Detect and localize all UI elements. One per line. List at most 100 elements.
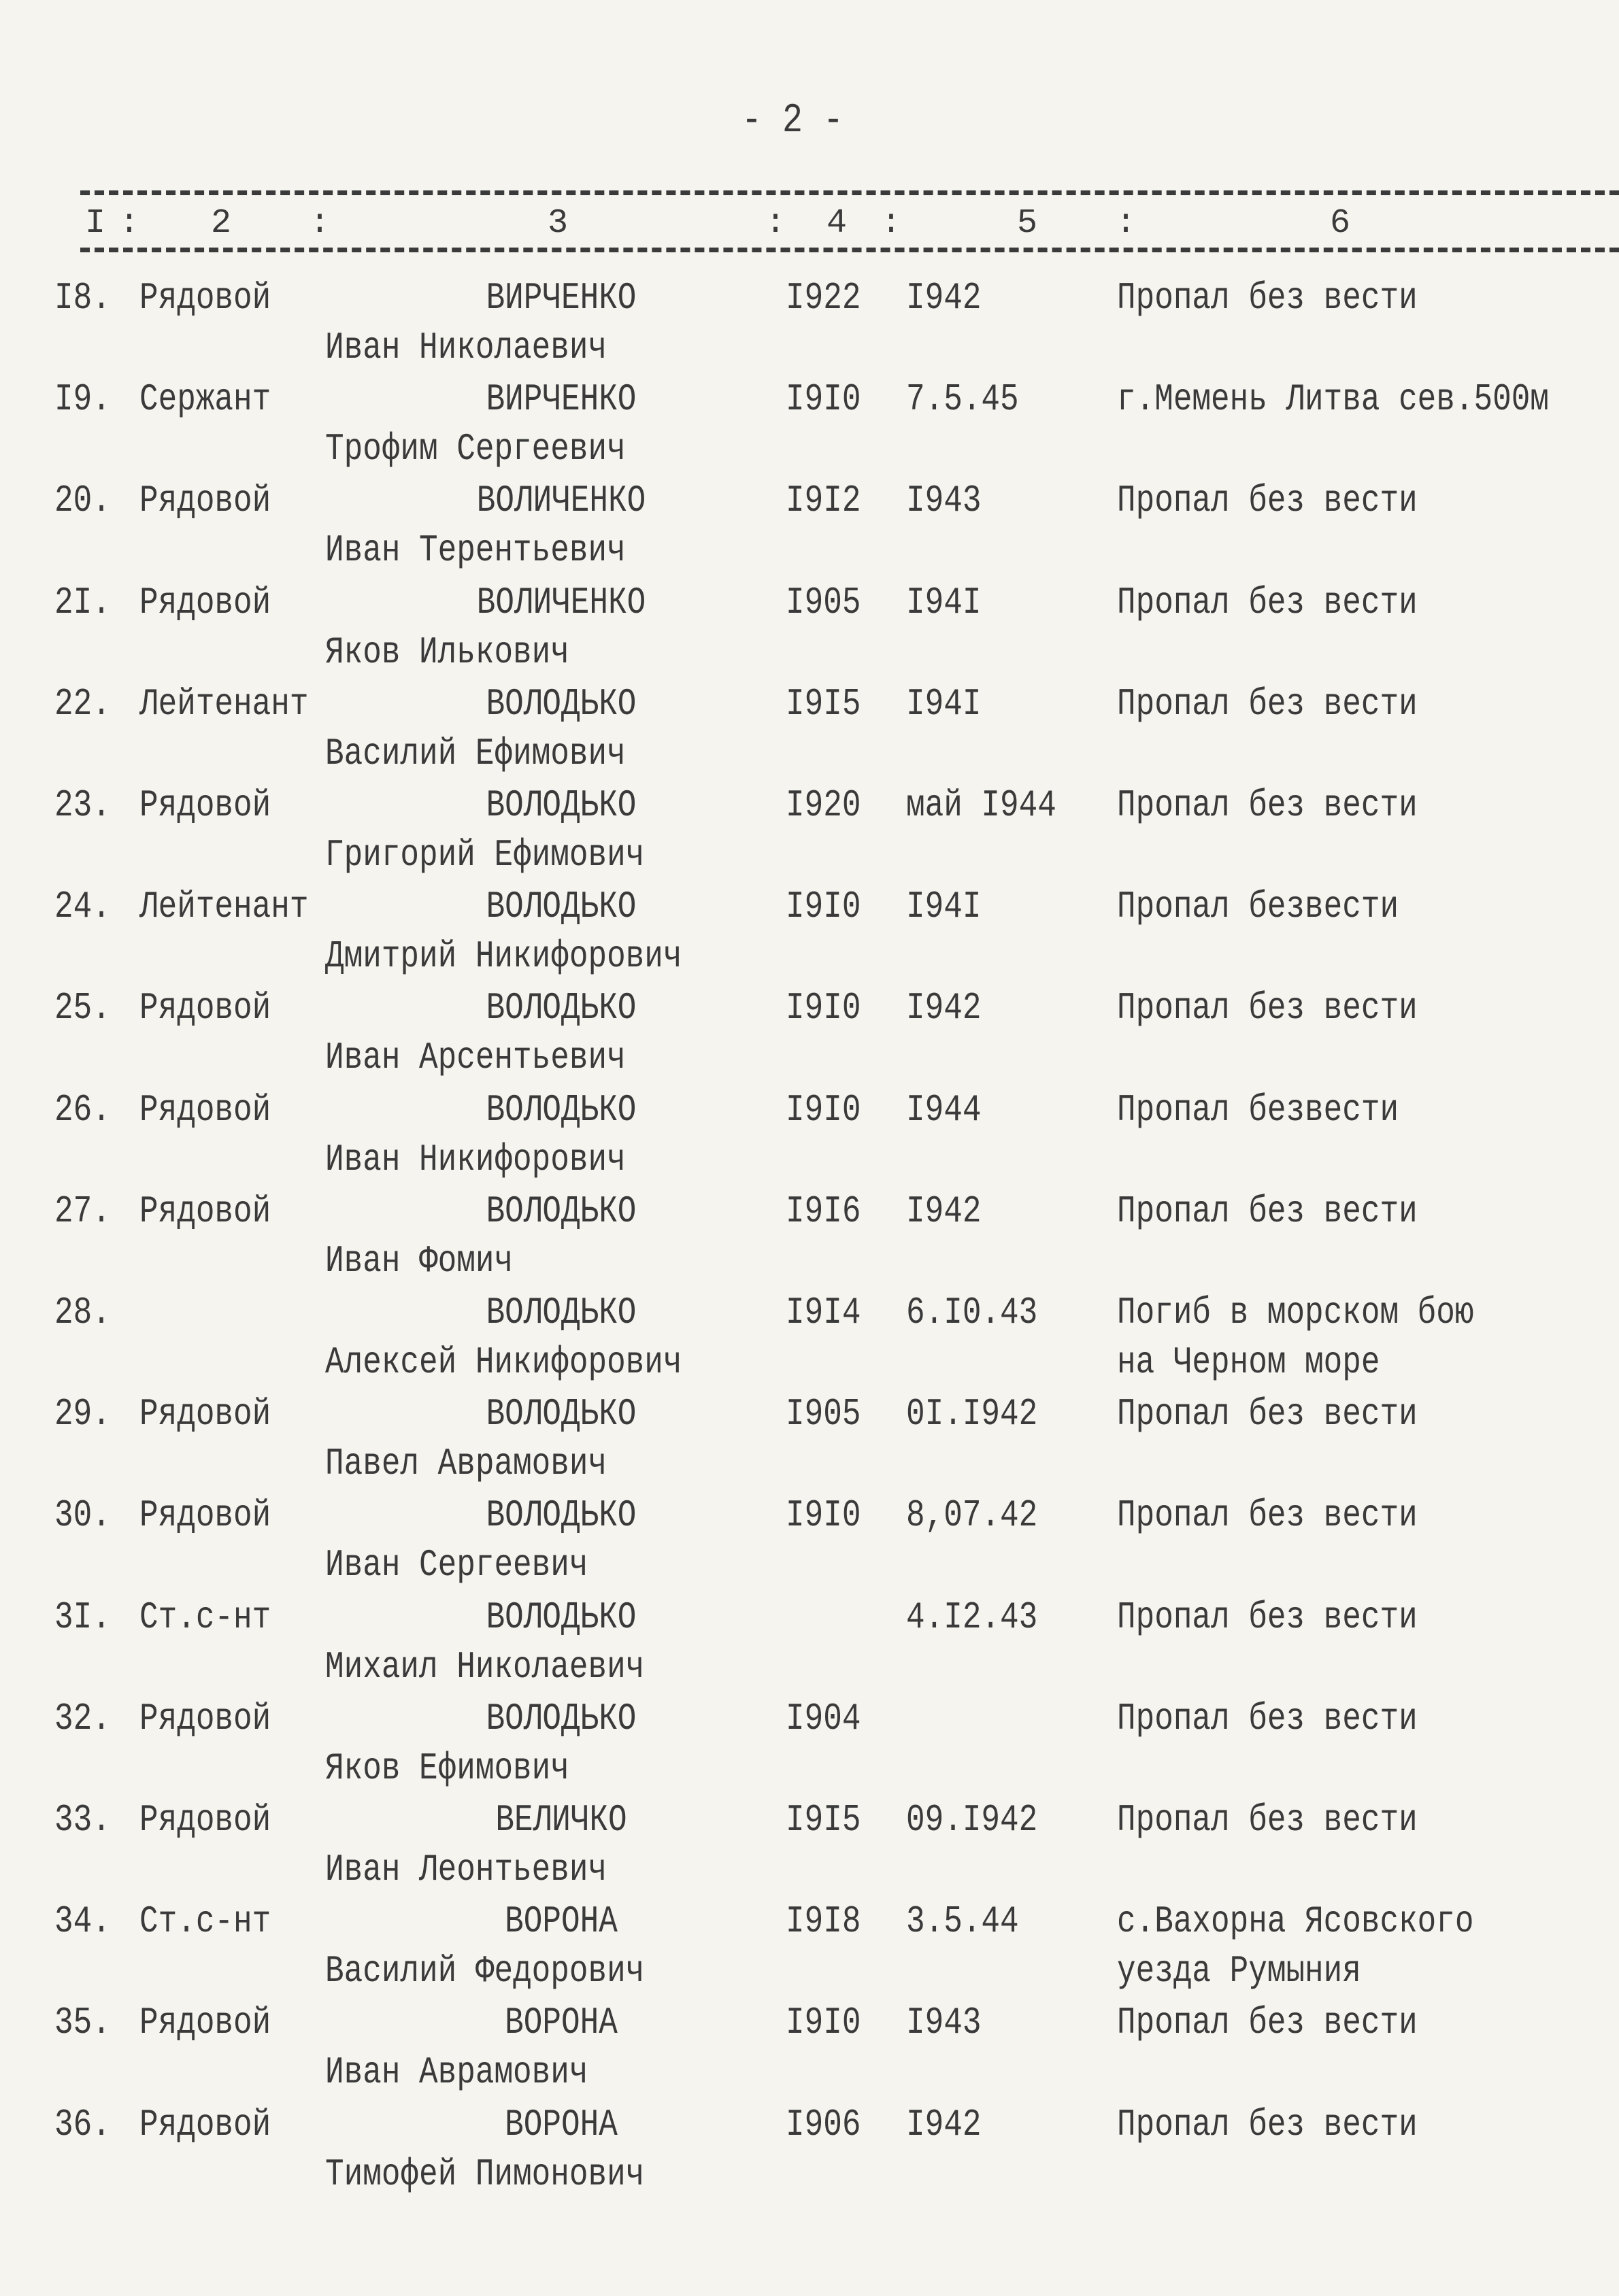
given-name-patronymic: Василий Ефимович (325, 732, 626, 775)
row-number: 33. (54, 1799, 111, 1842)
rank: Рядовой (139, 784, 271, 827)
rank: Рядовой (139, 1088, 271, 1132)
surname: ВОРОНА (505, 2002, 618, 2045)
row-number: I8. (54, 277, 111, 320)
rank: Рядовой (139, 479, 271, 523)
given-name-patronymic: Иван Арсентьевич (325, 1036, 626, 1080)
given-name-patronymic: Иван Терентьевич (325, 529, 626, 573)
surname: ВОЛОДЬКО (486, 987, 637, 1030)
rank: Сержант (139, 378, 271, 421)
row-number: 26. (54, 1088, 111, 1132)
page-number: - 2 - (741, 97, 844, 145)
surname: ВОЛОДЬКО (486, 1190, 637, 1233)
date: май I944 (906, 784, 1056, 827)
birth-year: I905 (786, 1393, 861, 1436)
fate-note: Пропал безвести (1117, 885, 1399, 928)
rank: Рядовой (139, 987, 271, 1030)
fate-note: г.Мемень Литва сев.500м (1117, 378, 1549, 421)
surname: ВОЛОДЬКО (486, 1088, 637, 1132)
column-separator: : (881, 204, 902, 243)
fate-note: Пропал без вести (1117, 2103, 1418, 2146)
surname: ВОЛИЧЕНКО (476, 581, 646, 624)
fate-note: Пропал без вести (1117, 277, 1418, 320)
column-separator: : (310, 204, 331, 243)
date: I94I (906, 581, 982, 624)
row-number: 23. (54, 784, 111, 827)
fate-note: Пропал без вести (1117, 784, 1418, 827)
given-name-patronymic: Иван Леонтьевич (325, 1848, 607, 1891)
given-name-patronymic: Дмитрий Никифорович (325, 935, 682, 978)
date: I942 (906, 2103, 982, 2146)
header-top-rule (80, 190, 1619, 195)
surname: ВОЛОДЬКО (486, 1698, 637, 1740)
given-name-patronymic: Василий Федорович (325, 1950, 645, 1993)
row-number: 34. (54, 1900, 111, 1943)
row-number: 29. (54, 1393, 111, 1436)
birth-year: I9I0 (786, 885, 861, 928)
date: 7.5.45 (906, 378, 1019, 421)
surname: ВОЛОДЬКО (486, 1393, 637, 1436)
given-name-patronymic: Алексей Никифорович (325, 1341, 682, 1384)
row-number: 35. (54, 2002, 111, 2045)
birth-year: I904 (786, 1698, 861, 1740)
column-header-6: 6 (1330, 204, 1351, 243)
fate-note: Пропал безвести (1117, 1088, 1399, 1132)
row-number: 30. (54, 1494, 111, 1538)
birth-year: I9I2 (786, 479, 861, 523)
rank: Ст.с-нт (139, 1900, 271, 1943)
fate-note: Пропал без вести (1117, 1393, 1418, 1436)
surname: ВОЛИЧЕНКО (476, 479, 646, 523)
row-number: 20. (54, 479, 111, 523)
column-header-3: 3 (548, 204, 569, 243)
rank: Рядовой (139, 581, 271, 624)
date: 6.I0.43 (906, 1292, 1038, 1334)
date: 0I.I942 (906, 1393, 1038, 1436)
rank: Рядовой (139, 1698, 271, 1740)
fate-note-continued: уезда Румыния (1117, 1950, 1361, 1993)
column-header-1: I (85, 204, 106, 243)
row-number: 25. (54, 987, 111, 1030)
fate-note: Пропал без вести (1117, 1799, 1418, 1842)
column-header-2: 2 (211, 204, 232, 243)
birth-year: I920 (786, 784, 861, 827)
date: 3.5.44 (906, 1900, 1019, 1943)
fate-note: Пропал без вести (1117, 1190, 1418, 1233)
rank: Рядовой (139, 1799, 271, 1842)
row-number: 32. (54, 1698, 111, 1740)
row-number: 36. (54, 2103, 111, 2146)
column-separator: : (765, 204, 786, 243)
fate-note-continued: на Черном море (1117, 1341, 1380, 1384)
given-name-patronymic: Иван Никифорович (325, 1138, 626, 1181)
fate-note: Пропал без вести (1117, 2002, 1418, 2045)
fate-note: Пропал без вести (1117, 479, 1418, 523)
row-number: 28. (54, 1292, 111, 1334)
birth-year: I9I5 (786, 1799, 861, 1842)
birth-year: I905 (786, 581, 861, 624)
birth-year: I9I0 (786, 378, 861, 421)
surname: ВИРЧЕНКО (486, 277, 637, 320)
given-name-patronymic: Яков Ефимович (325, 1747, 569, 1790)
fate-note: Пропал без вести (1117, 683, 1418, 726)
column-separator: : (1116, 204, 1137, 243)
rank: Рядовой (139, 1494, 271, 1538)
given-name-patronymic: Михаил Николаевич (325, 1645, 645, 1689)
surname: ВОРОНА (505, 2103, 618, 2146)
given-name-patronymic: Иван Сергеевич (325, 1544, 588, 1587)
birth-year: I9I0 (786, 2002, 861, 2045)
rank: Рядовой (139, 277, 271, 320)
rank: Рядовой (139, 2002, 271, 2045)
surname: ВИРЧЕНКО (486, 378, 637, 421)
surname: ВОЛОДЬКО (486, 1596, 637, 1639)
given-name-patronymic: Павел Аврамович (325, 1442, 607, 1485)
date: I943 (906, 2002, 982, 2045)
date: I94I (906, 885, 982, 928)
birth-year: I9I0 (786, 987, 861, 1030)
surname: ВОЛОДЬКО (486, 784, 637, 827)
column-separator: : (119, 204, 140, 243)
given-name-patronymic: Иван Николаевич (325, 326, 607, 369)
given-name-patronymic: Тимофей Пимонович (325, 2152, 645, 2196)
fate-note: Пропал без вести (1117, 987, 1418, 1030)
birth-year: I9I8 (786, 1900, 861, 1943)
row-number: I9. (54, 378, 111, 421)
row-number: 3I. (54, 1596, 111, 1639)
